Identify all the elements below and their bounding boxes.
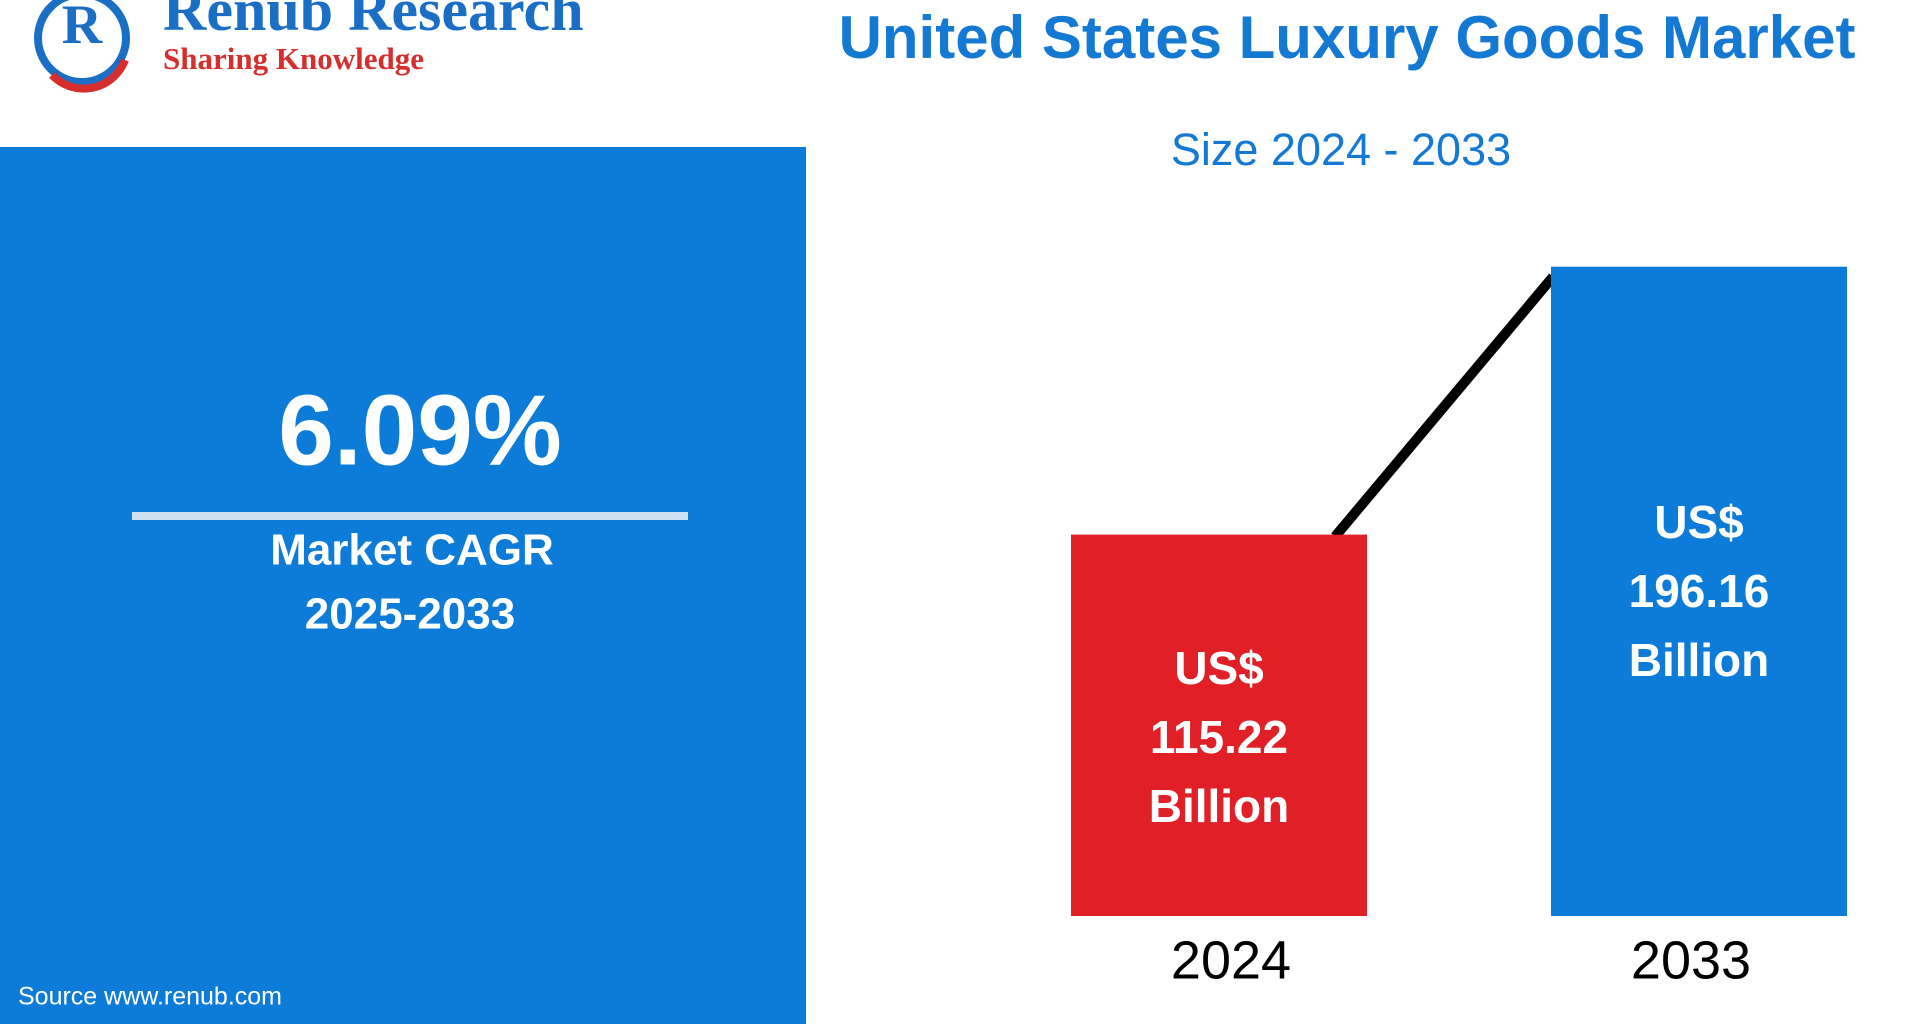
chart-title: United States Luxury Goods Market — [839, 4, 1856, 71]
bar — [1071, 534, 1367, 916]
cagr-value: 6.09% — [278, 374, 562, 486]
logo-name: Renub Research — [163, 0, 584, 43]
logo-mark: R — [62, 0, 103, 56]
cagr-panel — [0, 147, 806, 1024]
cagr-period: 2025-2033 — [305, 590, 515, 639]
logo-ring — [34, 0, 130, 86]
logo-arc — [49, 58, 129, 93]
trend-line — [1331, 273, 1557, 540]
x-tick-label: 2024 — [1171, 930, 1291, 990]
value-label: US$ 115.22 Billion — [1148, 641, 1290, 832]
x-tick-label: 2033 — [1631, 930, 1751, 990]
logo-tagline: Sharing Knowledge — [163, 41, 424, 76]
bar — [1551, 266, 1847, 916]
cagr-label: Market CAGR — [270, 526, 554, 575]
chart-subtitle: Size 2024 - 2033 — [1171, 124, 1511, 175]
source: Source www.renub.com — [18, 983, 282, 1011]
value-label: US$ 196.16 Billion — [1628, 495, 1770, 686]
